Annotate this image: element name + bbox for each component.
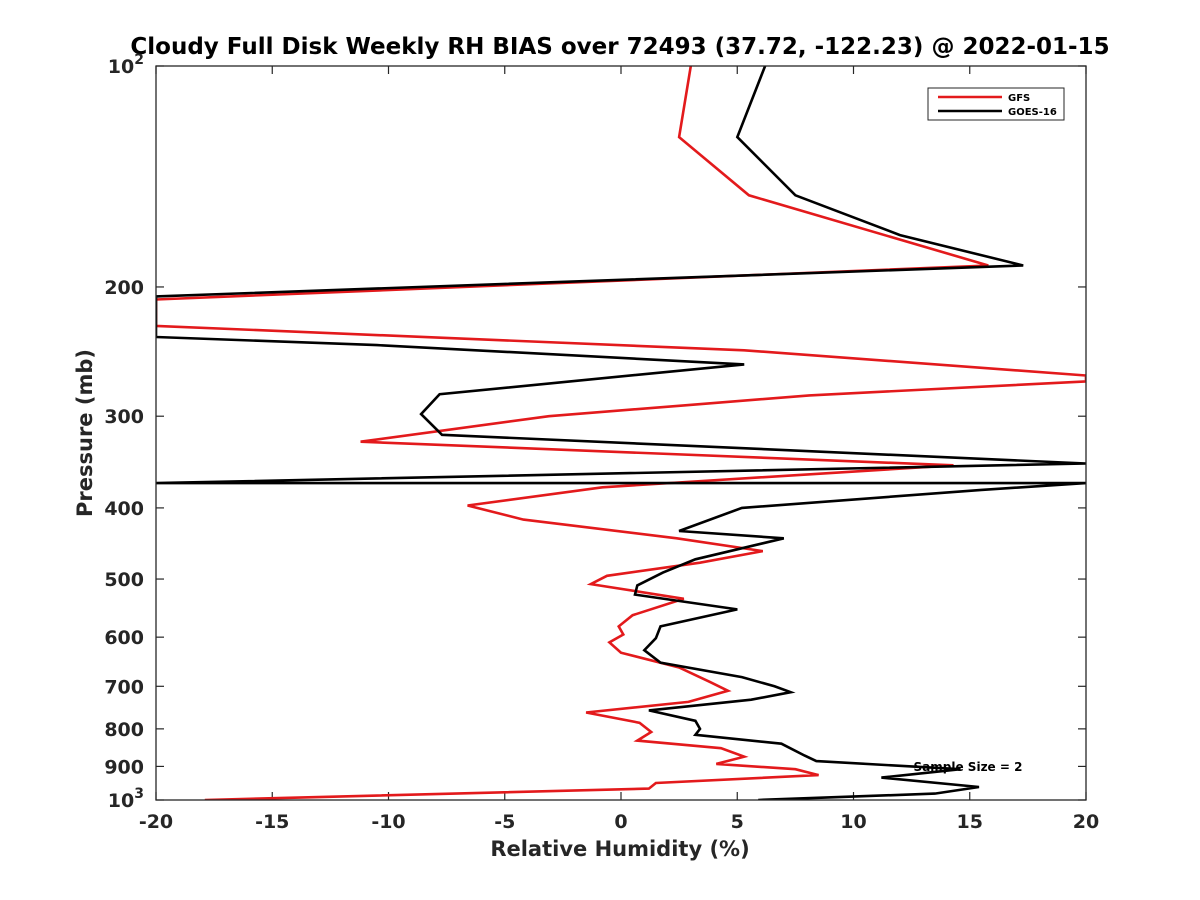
y-tick-label: 700 <box>104 676 144 698</box>
sample-size-annotation: Sample Size = 2 <box>914 760 1023 774</box>
y-axis-label: Pressure (mb) <box>73 349 97 517</box>
y-tick-label: 400 <box>104 498 144 520</box>
series-line-goes-16 <box>156 66 1086 800</box>
y-tick-label: 500 <box>104 569 144 591</box>
x-tick-label: -10 <box>371 811 405 833</box>
chart-title: Cloudy Full Disk Weekly RH BIAS over 724… <box>130 34 1109 60</box>
series-line-gfs <box>156 66 1086 800</box>
legend-label-gfs: GFS <box>1008 93 1030 104</box>
x-tick-label: 0 <box>614 811 627 833</box>
y-axis-ticks: 102 200 300 400 500 600 700 800 900 103 <box>104 52 1086 812</box>
x-tick-label: 15 <box>957 811 983 833</box>
y-tick-label: 900 <box>104 756 144 778</box>
x-tick-label: -5 <box>494 811 515 833</box>
legend: GFS GOES-16 <box>927 87 1065 121</box>
x-tick-label: 10 <box>840 811 866 833</box>
legend-label-goes-16: GOES-16 <box>1008 107 1057 118</box>
plot-area-frame <box>155 65 1087 801</box>
y-tick-label: 102 <box>108 52 144 78</box>
y-tick-label: 200 <box>104 277 144 299</box>
x-axis-label: Relative Humidity (%) <box>490 837 749 861</box>
legend-box <box>927 87 1065 121</box>
x-tick-label: -15 <box>255 811 289 833</box>
y-tick-label: 103 <box>108 786 144 812</box>
y-tick-label: 600 <box>104 627 144 649</box>
x-tick-label: -20 <box>139 811 173 833</box>
series-layer <box>156 66 1086 800</box>
x-tick-label: 20 <box>1073 811 1099 833</box>
y-tick-label: 300 <box>104 406 144 428</box>
x-tick-label: 5 <box>731 811 744 833</box>
y-tick-label: 800 <box>104 719 144 741</box>
x-axis-ticks: -20 -15 -10 -5 0 5 10 15 20 <box>139 66 1099 833</box>
